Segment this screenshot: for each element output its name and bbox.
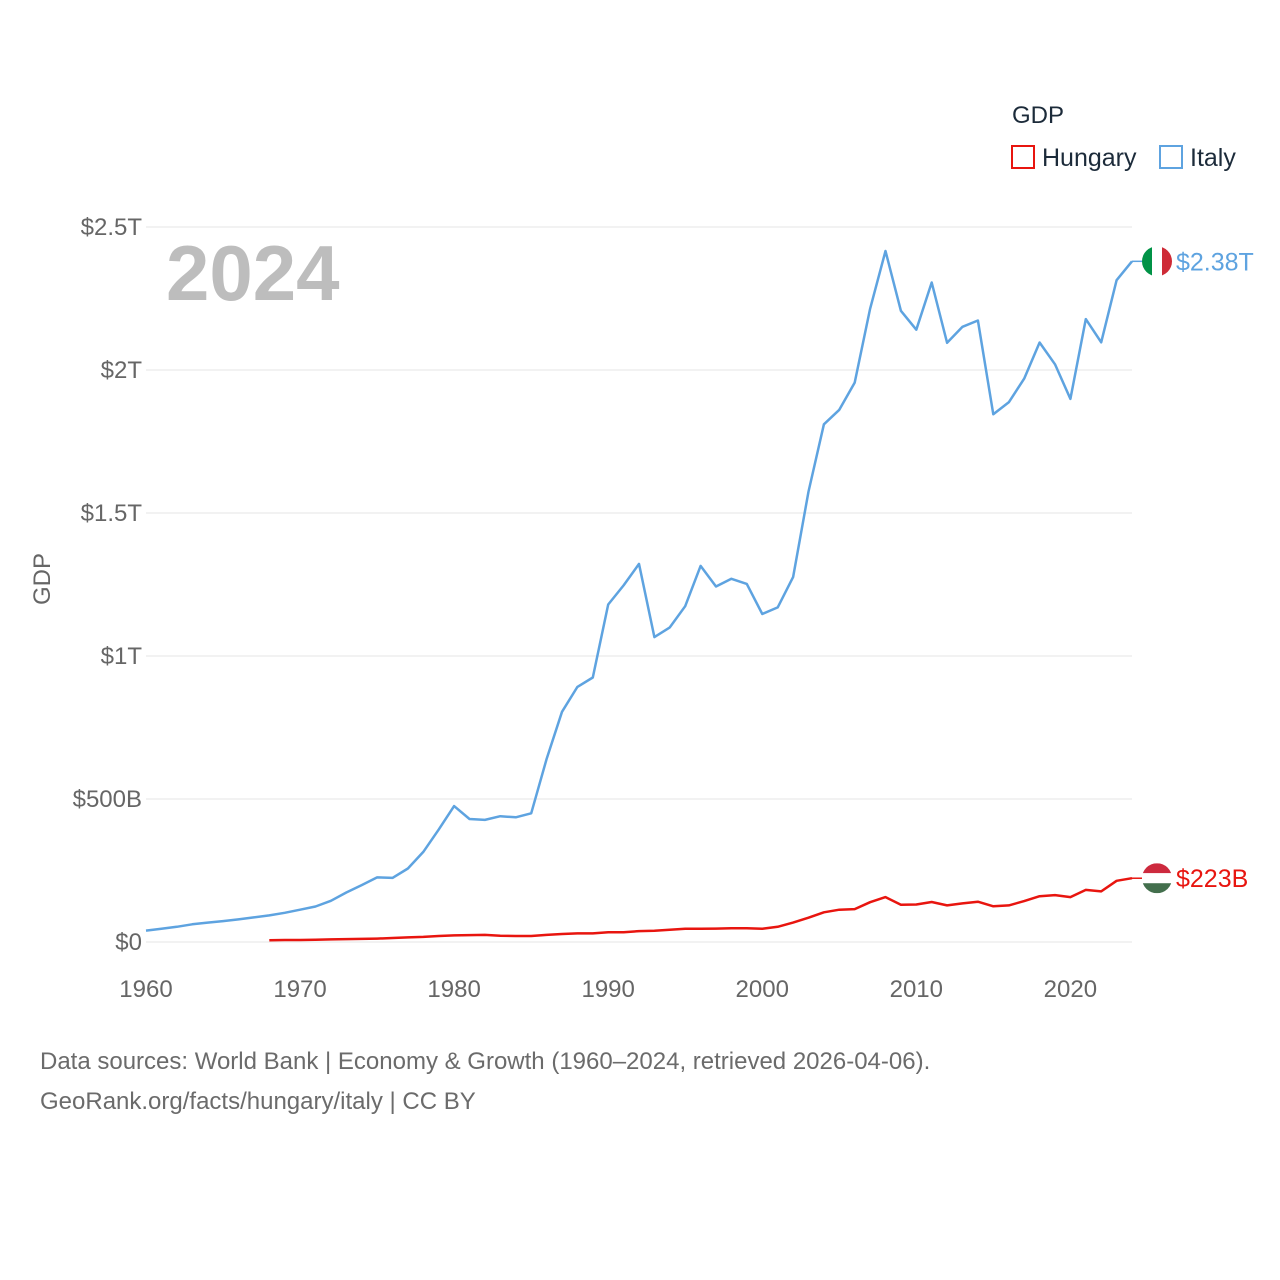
legend-label-italy[interactable]: Italy bbox=[1190, 144, 1236, 172]
y-axis-ticks: $0 $500B $1T $1.5T $2T $2.5T bbox=[73, 214, 143, 956]
y-axis-label: GDP bbox=[29, 553, 56, 605]
legend-title: GDP bbox=[1012, 102, 1064, 129]
legend-label-hungary[interactable]: Hungary bbox=[1042, 144, 1137, 172]
y-tick-label: $0 bbox=[115, 929, 142, 956]
italy-end-value-label: $2.38T bbox=[1176, 248, 1254, 276]
y-tick-label: $2T bbox=[101, 357, 143, 384]
series-line-italy[interactable] bbox=[145, 249, 1133, 932]
x-tick-label: 1980 bbox=[427, 976, 480, 1003]
y-tick-label: $2.5T bbox=[81, 214, 143, 241]
legend: GDP Hungary Italy bbox=[1011, 102, 1236, 172]
footer: Data sources: World Bank | Economy & Gro… bbox=[40, 1042, 930, 1122]
italy-flag-icon bbox=[1142, 246, 1172, 277]
series-line-hungary[interactable] bbox=[269, 876, 1133, 942]
y-tick-label: $1.5T bbox=[81, 500, 143, 527]
year-watermark: 2024 bbox=[166, 229, 340, 317]
grid-lines bbox=[146, 226, 1132, 943]
y-tick-label: $1T bbox=[101, 643, 143, 670]
x-tick-label: 1970 bbox=[273, 976, 326, 1003]
data-sources-text: Data sources: World Bank | Economy & Gro… bbox=[40, 1048, 931, 1075]
legend-swatch-hungary[interactable] bbox=[1011, 145, 1035, 169]
y-tick-label: $500B bbox=[73, 786, 142, 813]
series-lines bbox=[145, 249, 1142, 942]
gdp-chart: $0 $500B $1T $1.5T $2T $2.5T 1960 1970 1980 1990… bbox=[29, 102, 1254, 1003]
x-tick-label: 2020 bbox=[1044, 976, 1097, 1003]
x-tick-label: 1990 bbox=[581, 976, 634, 1003]
x-tick-label: 1960 bbox=[119, 976, 172, 1003]
legend-swatch-italy[interactable] bbox=[1159, 145, 1183, 169]
attribution-text: GeoRank.org/facts/hungary/italy | CC BY bbox=[40, 1088, 476, 1115]
x-tick-label: 2000 bbox=[736, 976, 789, 1003]
hungary-flag-icon bbox=[1142, 863, 1172, 894]
x-tick-label: 2010 bbox=[890, 976, 943, 1003]
x-axis-ticks: 1960 1970 1980 1990 2000 2010 2020 bbox=[119, 976, 1097, 1003]
hungary-end-value-label: $223B bbox=[1176, 865, 1248, 893]
